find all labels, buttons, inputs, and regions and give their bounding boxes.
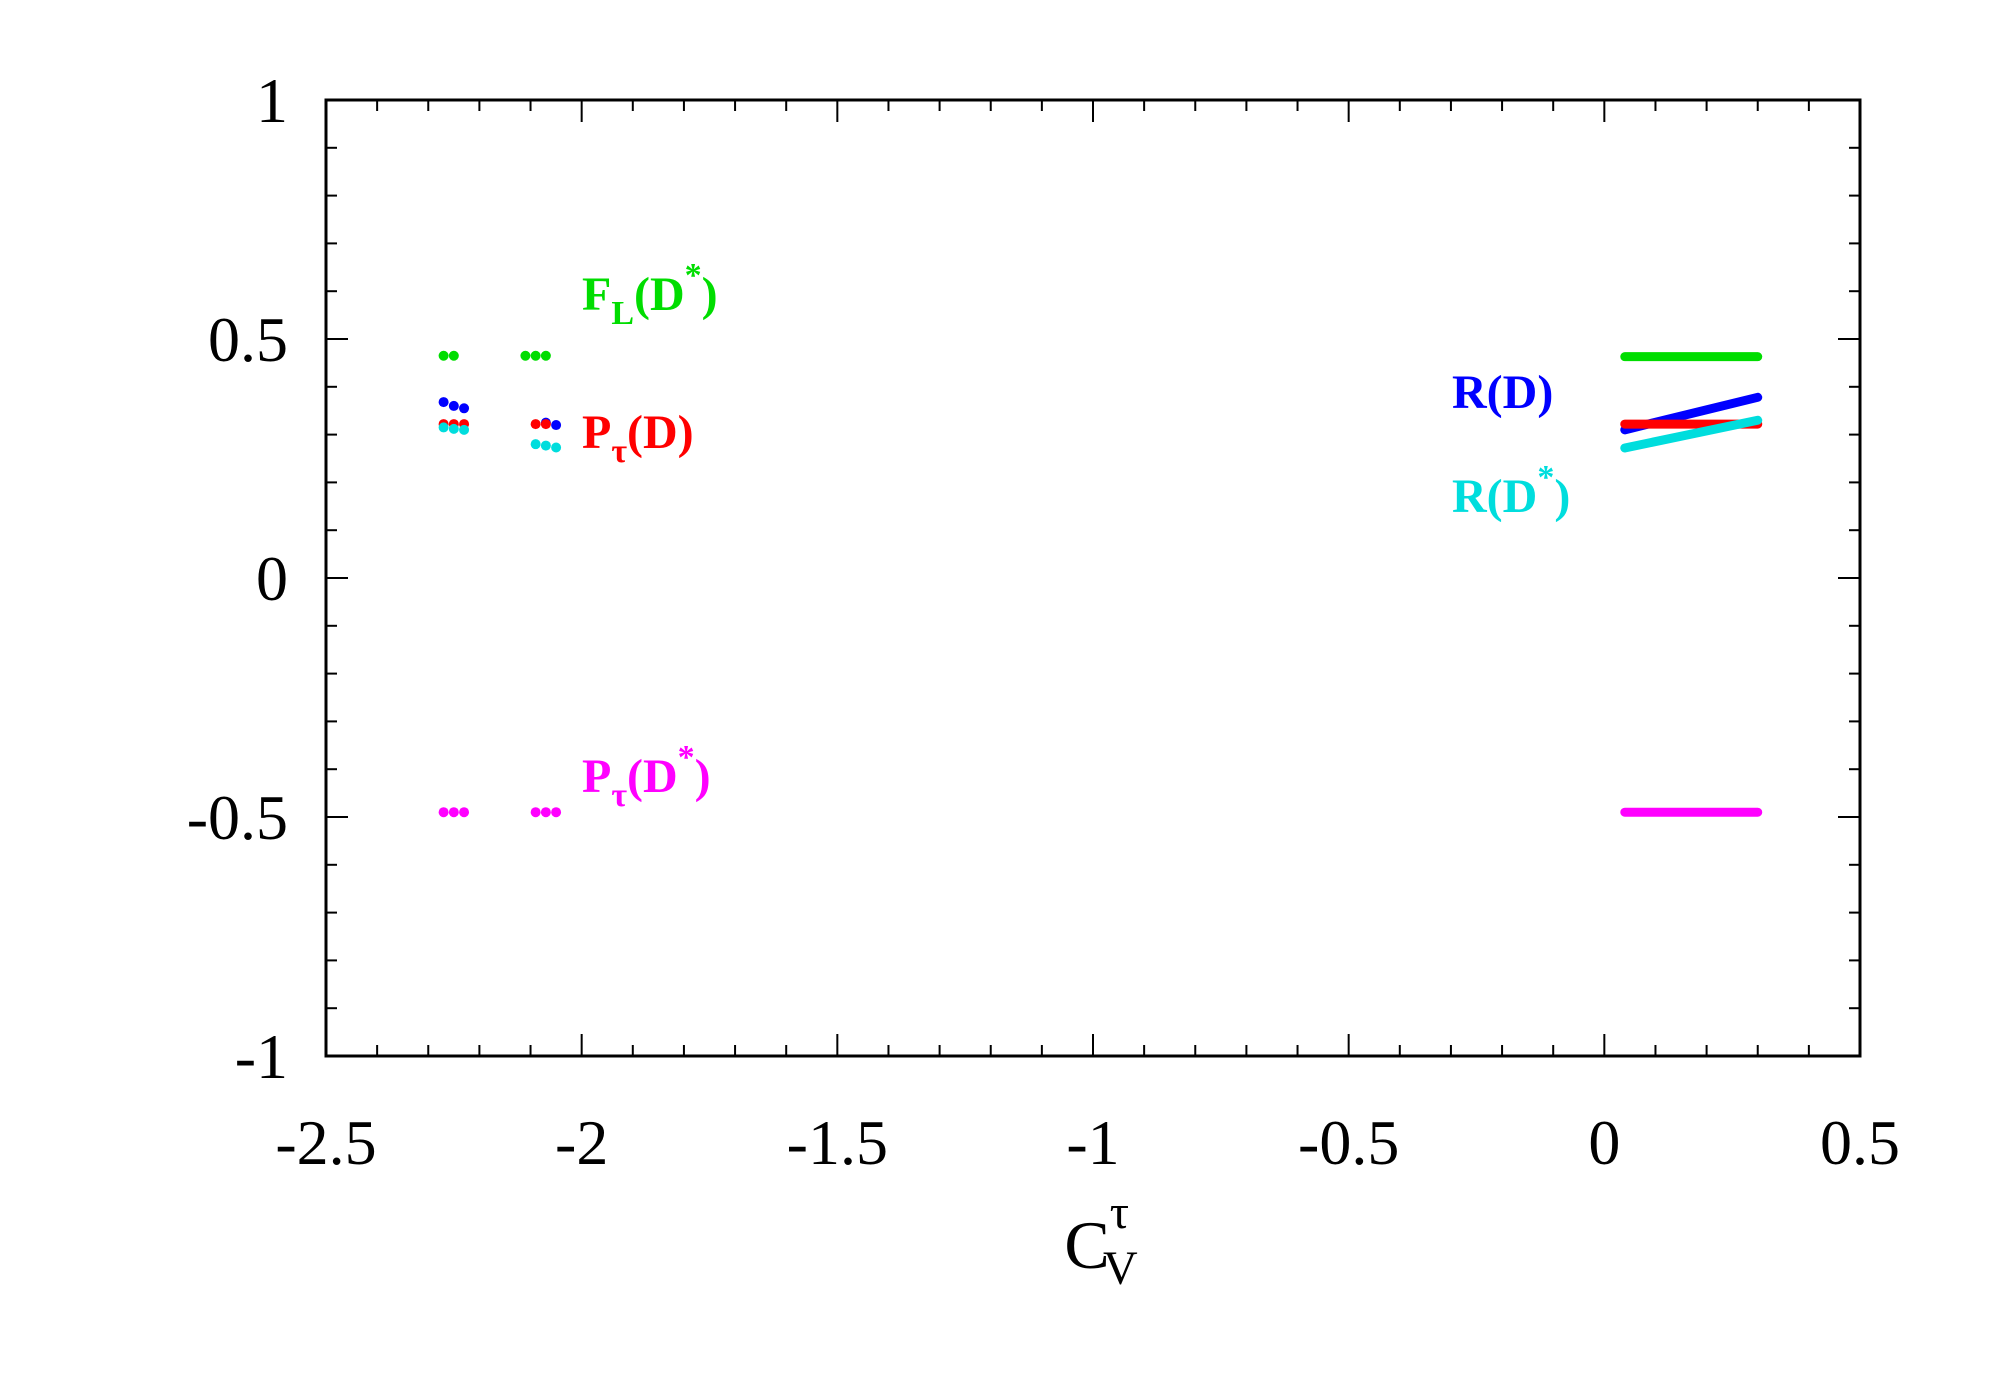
data-point — [540, 350, 551, 361]
data-point — [448, 400, 459, 411]
series-labels: FL(D*)R(D)Pτ(D)R(D*)Pτ(D*) — [582, 257, 1570, 814]
data-point — [459, 807, 470, 818]
data-point — [459, 403, 470, 414]
data-point — [530, 439, 541, 450]
series-label-part: τ — [611, 777, 627, 814]
series-label-part: ) — [695, 750, 711, 803]
data-point — [540, 440, 551, 451]
series-label-part: ) — [702, 268, 718, 321]
series-label-part: * — [685, 257, 702, 294]
y-tick-label: 1 — [256, 65, 288, 136]
series-label-part: ) — [1554, 470, 1570, 523]
axis-ticks — [325, 99, 1861, 1057]
chart-marks — [438, 350, 1763, 818]
series-label-part: P — [582, 406, 611, 459]
x-tick-label: -2.5 — [275, 1107, 376, 1178]
x-tick-labels: -2.5 -2 -1.5 -1 -0.5 0 0.5 — [275, 1107, 1900, 1178]
data-point — [448, 350, 459, 361]
data-point — [438, 422, 449, 433]
x-axis-title-main: C — [1064, 1207, 1109, 1283]
data-point — [530, 419, 541, 430]
data-point — [448, 807, 459, 818]
series-label-part: (D) — [627, 406, 694, 459]
series — [438, 807, 1763, 818]
series-label: R(D*) — [1452, 459, 1570, 523]
data-point — [540, 807, 551, 818]
x-tick-label: 0.5 — [1820, 1107, 1900, 1178]
y-tick-labels: 1 0.5 0 -0.5 -1 — [187, 65, 288, 1092]
series — [438, 350, 1763, 362]
series — [438, 415, 1763, 453]
series-label-part: R(D) — [1452, 366, 1553, 419]
x-tick-label: -1.5 — [787, 1107, 888, 1178]
series-label-part: τ — [611, 433, 627, 470]
series-label-part: L — [611, 295, 634, 332]
x-axis-title: Cτ V — [1064, 1186, 1138, 1295]
series-line — [1620, 415, 1763, 453]
series-label-part: (D — [627, 750, 678, 803]
y-tick-label: -0.5 — [187, 782, 288, 853]
series-label-part: P — [582, 750, 611, 803]
series-label-part: F — [582, 268, 611, 321]
series-label-part: (D — [634, 268, 685, 321]
y-tick-label: 0.5 — [208, 304, 288, 375]
series-label: FL(D*) — [582, 257, 718, 332]
series-label: R(D) — [1452, 366, 1553, 419]
plot-frame — [324, 98, 1862, 1058]
series-label-part: * — [1537, 459, 1554, 496]
series-label-part: * — [678, 739, 695, 776]
data-point — [551, 420, 562, 431]
data-point — [540, 419, 551, 430]
data-point — [551, 442, 562, 453]
data-point — [530, 350, 541, 361]
x-tick-label: -0.5 — [1298, 1107, 1399, 1178]
x-tick-label: -1 — [1066, 1107, 1119, 1178]
data-point — [530, 807, 541, 818]
x-axis-title-sub: V — [1103, 1242, 1138, 1295]
data-point — [520, 350, 531, 361]
x-tick-label: -2 — [555, 1107, 608, 1178]
x-tick-label: 0 — [1588, 1107, 1620, 1178]
data-point — [438, 397, 449, 408]
x-axis-title-sup: τ — [1110, 1186, 1129, 1239]
data-point — [551, 807, 562, 818]
data-point — [448, 423, 459, 434]
series-label: Pτ(D) — [582, 406, 694, 470]
y-tick-label: -1 — [235, 1021, 288, 1092]
y-tick-label: 0 — [256, 543, 288, 614]
data-point — [438, 350, 449, 361]
data-point — [438, 807, 449, 818]
series-label-part: R(D — [1452, 470, 1537, 523]
data-point — [459, 424, 470, 435]
series-label: Pτ(D*) — [582, 739, 711, 814]
